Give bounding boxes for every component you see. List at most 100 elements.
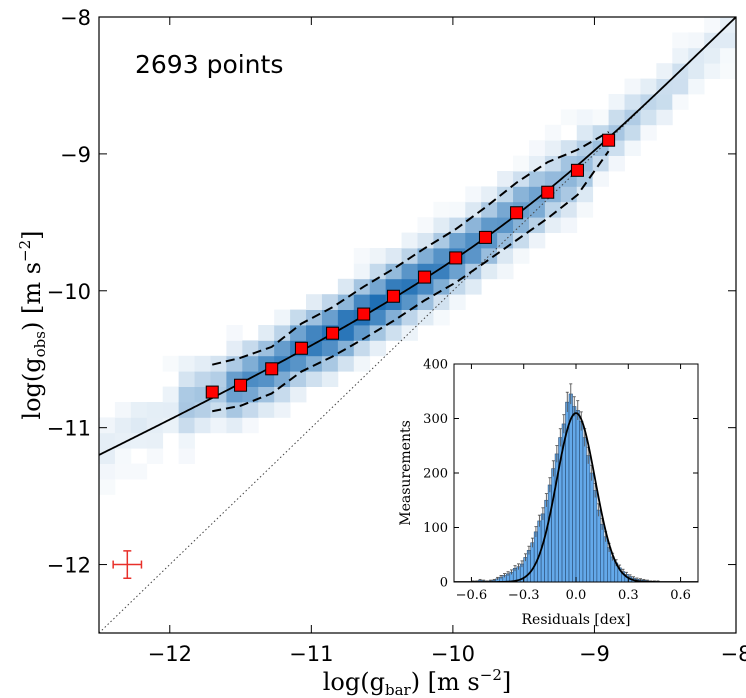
- binned-mean-marker: [570, 163, 584, 177]
- density-cell: [130, 463, 148, 480]
- density-cell: [656, 63, 673, 79]
- density-cell: [178, 371, 195, 387]
- density-cell: [337, 355, 355, 372]
- density-cell: [560, 201, 578, 218]
- density-cell: [306, 355, 323, 372]
- density-cell: [576, 124, 594, 141]
- density-cell: [369, 278, 387, 295]
- binned-mean-marker: [265, 362, 279, 376]
- histogram-bar: [526, 550, 531, 582]
- density-cell: [369, 263, 387, 280]
- density-cell: [162, 402, 180, 418]
- density-cell: [353, 340, 371, 357]
- density-cell: [242, 402, 259, 418]
- x-tick-label: −9: [579, 642, 610, 666]
- density-cell: [353, 294, 371, 310]
- density-cell: [385, 309, 402, 326]
- density-cell: [130, 402, 148, 418]
- density-cell: [688, 78, 705, 95]
- density-cell: [114, 417, 132, 434]
- density-cell: [337, 309, 355, 326]
- density-cell: [306, 371, 323, 387]
- density-cell: [624, 78, 641, 95]
- density-cell: [274, 386, 291, 403]
- density-cell: [465, 217, 482, 233]
- density-cell: [672, 47, 689, 64]
- inset-x-tick-label: −0.3: [508, 588, 540, 603]
- density-cell: [544, 124, 562, 141]
- density-cell: [369, 248, 387, 264]
- density-cell: [720, 63, 736, 79]
- density-cell: [433, 263, 450, 280]
- density-cell: [513, 248, 530, 264]
- density-cell: [465, 278, 482, 295]
- rar-fit-curve: [99, 17, 736, 456]
- density-cell: [417, 217, 434, 233]
- density-cell: [321, 294, 339, 310]
- density-cell: [560, 109, 578, 126]
- density-cell: [226, 340, 243, 357]
- density-cell: [608, 94, 625, 110]
- density-cell: [513, 155, 530, 172]
- density-cell: [306, 325, 323, 341]
- density-cell: [401, 232, 418, 249]
- density-cell: [672, 78, 689, 95]
- density-cell: [401, 309, 418, 326]
- binned-mean-marker: [449, 251, 463, 265]
- main-plot: −12 −11 −10 −9 −8 −12 −11 −10 −9 −8 2693 points l…: [16, 6, 746, 698]
- density-cell: [497, 248, 514, 264]
- binned-mean-marker: [326, 326, 340, 340]
- density-cell: [194, 402, 211, 418]
- density-cell: [130, 417, 148, 434]
- density-cell: [656, 94, 673, 110]
- density-cell: [704, 17, 721, 33]
- x-tick-label: −10: [431, 642, 475, 666]
- histogram-bar: [547, 484, 552, 582]
- density-cell: [226, 417, 243, 434]
- density-cell: [497, 201, 514, 218]
- density-cell: [162, 355, 180, 372]
- density-cell: [146, 402, 164, 418]
- histogram-bar: [544, 499, 549, 582]
- y-tick-label: −8: [60, 6, 91, 30]
- density-cell: [449, 232, 466, 249]
- density-cell: [481, 263, 498, 280]
- density-cell: [178, 432, 195, 449]
- density-cell: [99, 432, 116, 449]
- density-cell: [210, 417, 227, 434]
- typical-error-cross: [112, 550, 143, 579]
- density-cell: [146, 448, 164, 464]
- binned-mean-marker: [205, 385, 219, 399]
- main-lines: [99, 17, 736, 633]
- density-cell: [465, 248, 482, 264]
- density-cell: [337, 294, 355, 310]
- density-cell: [369, 340, 387, 357]
- inset-y-tick-label: 300: [423, 412, 448, 427]
- density-cell: [306, 340, 323, 357]
- density-cell: [274, 340, 291, 357]
- histogram-bar: [582, 437, 587, 582]
- density-cell: [385, 325, 402, 341]
- density-cell: [528, 186, 546, 203]
- density-cell: [290, 371, 307, 387]
- histogram-bar: [596, 509, 601, 582]
- density-cell: [146, 432, 164, 449]
- inset-x-tick-label: 0.0: [566, 588, 587, 603]
- density-cell: [114, 448, 132, 464]
- residual-histogram-bars: [471, 383, 660, 582]
- density-cell: [385, 248, 402, 264]
- scatter-band-lower: [212, 150, 610, 413]
- density-cell: [369, 309, 387, 326]
- density-cell: [433, 309, 450, 326]
- density-cell: [178, 448, 195, 464]
- inset-y-tick-label: 100: [423, 521, 448, 536]
- density-cell: [465, 186, 482, 203]
- density-cell: [560, 217, 578, 233]
- density-cell: [194, 417, 211, 434]
- density-cell: [242, 340, 259, 357]
- main-x-axis-label: log(gbar) [m s−2]: [323, 666, 512, 698]
- x-tick-label: −8: [721, 642, 746, 666]
- density-cell: [258, 325, 275, 341]
- density-cell: [640, 124, 657, 141]
